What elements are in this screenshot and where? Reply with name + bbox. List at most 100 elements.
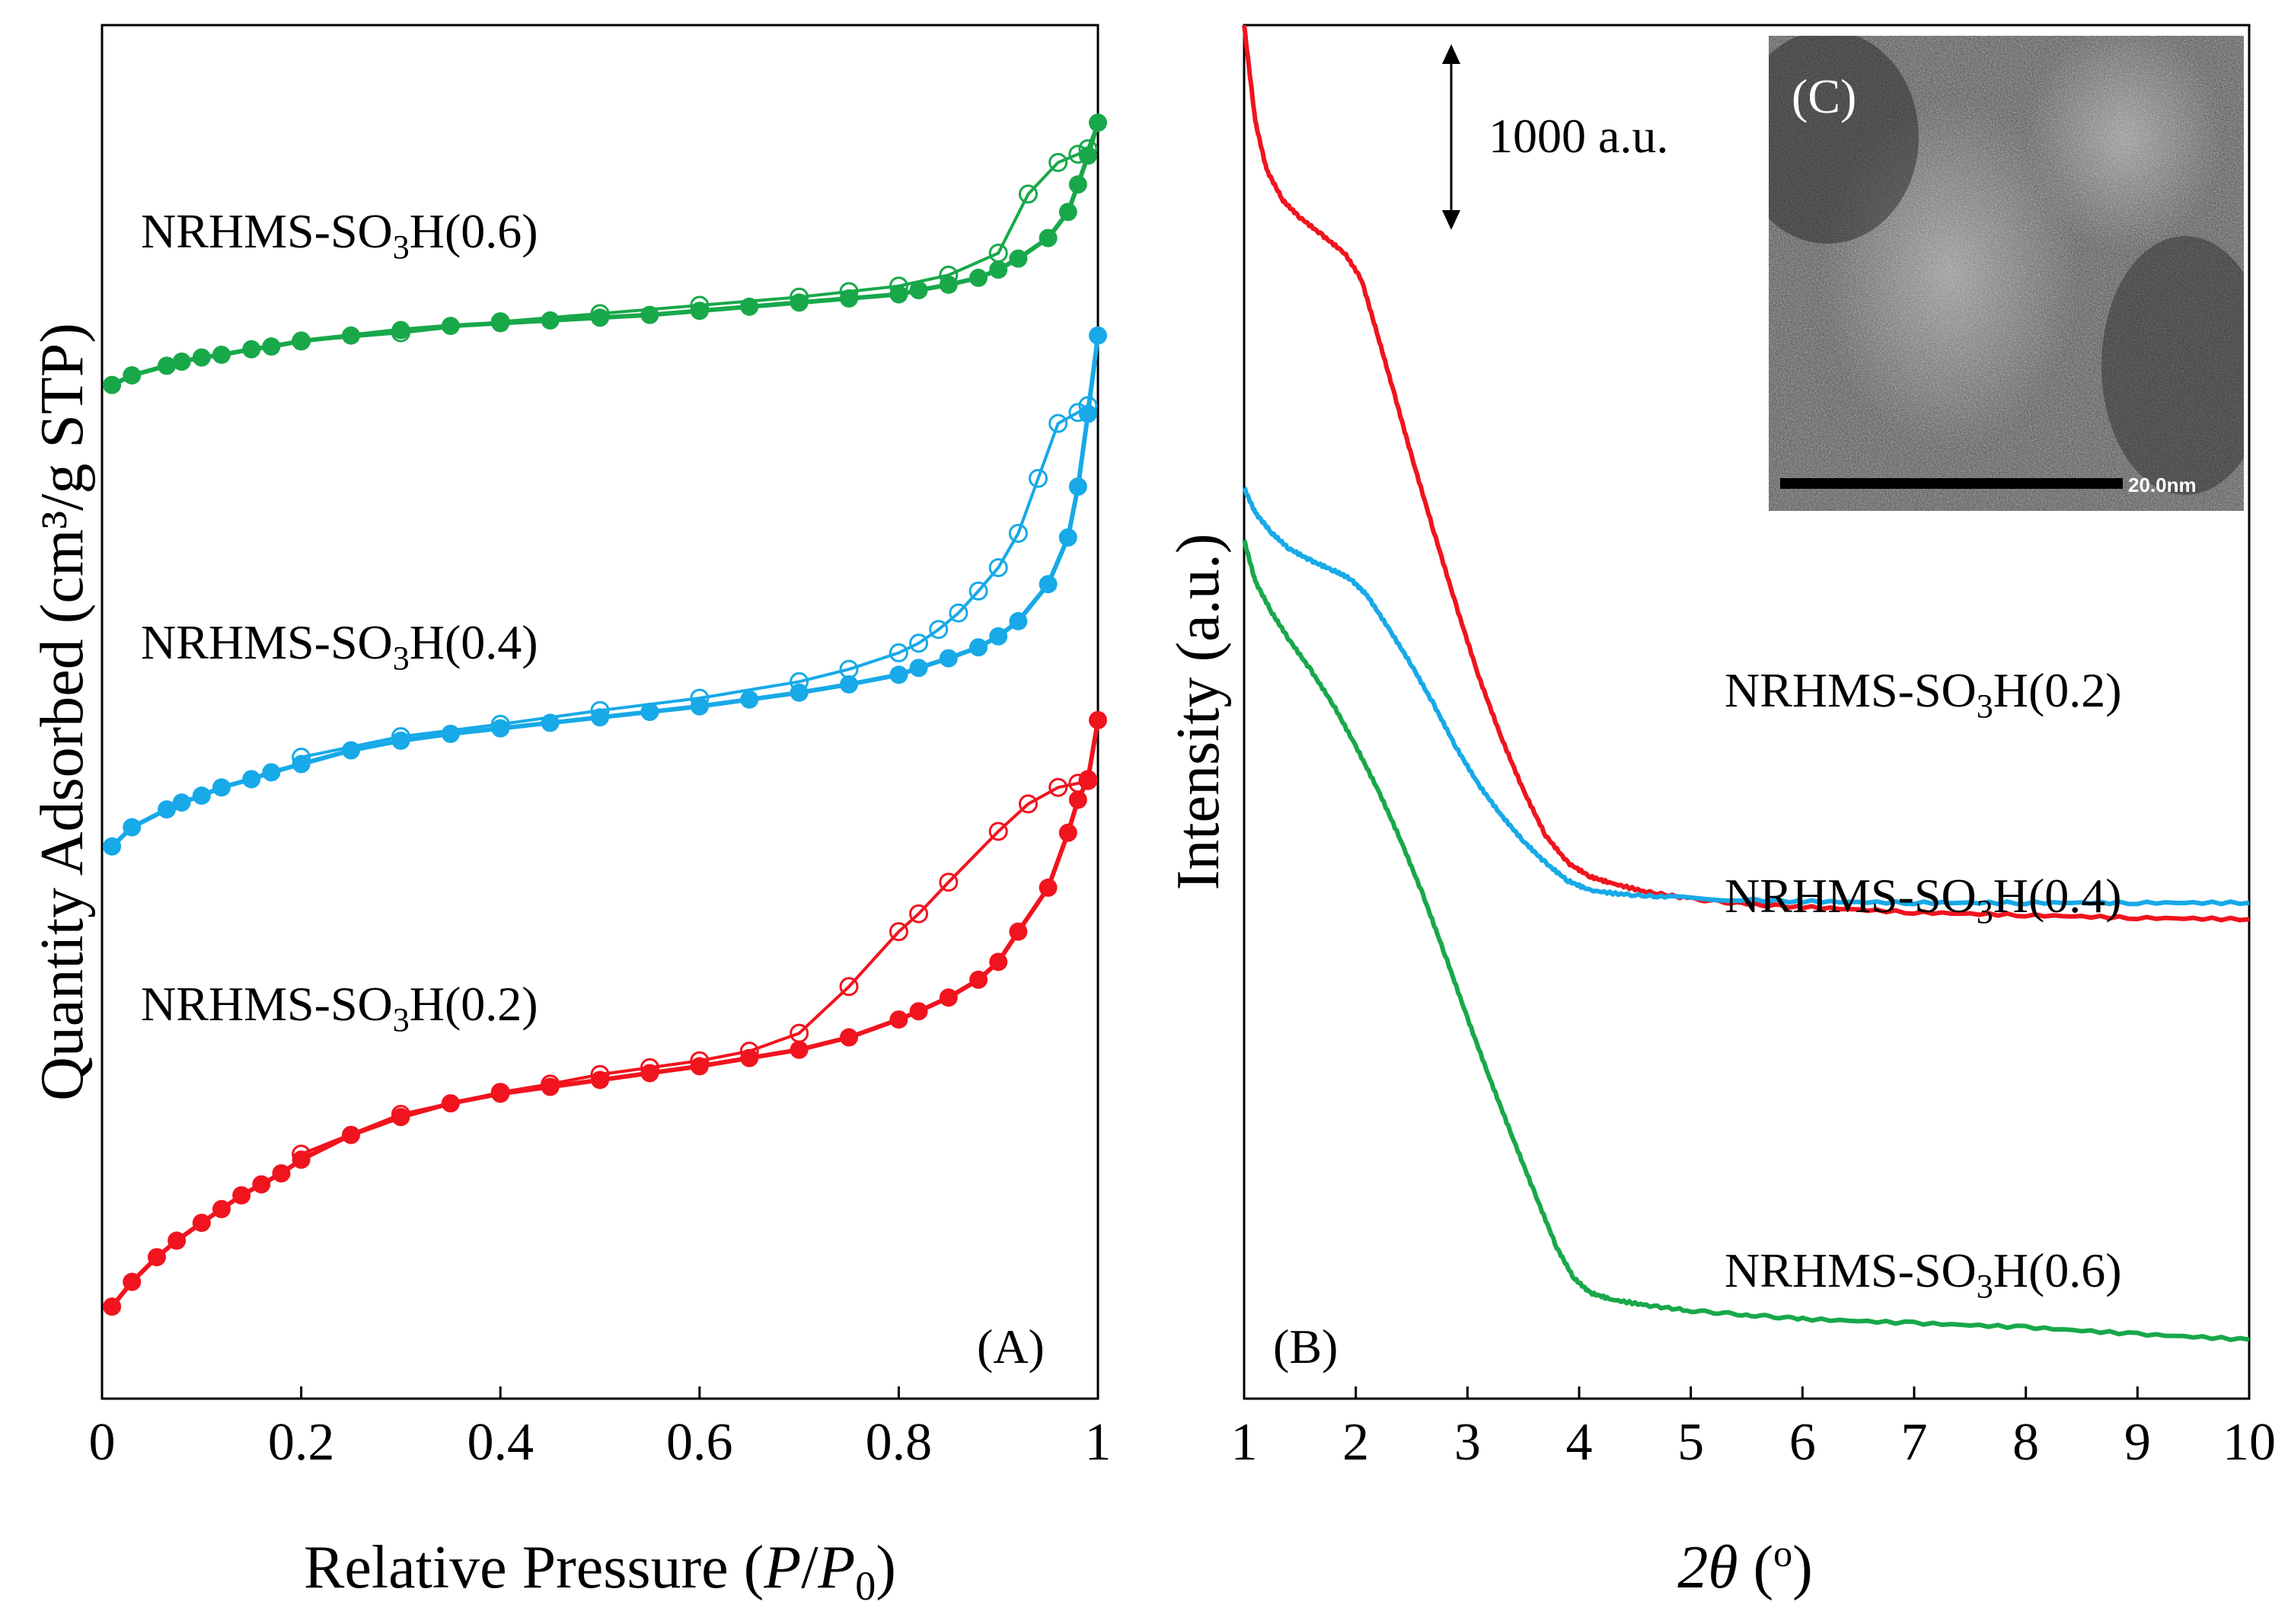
desorption-point-nrhms-so3h-0.2--7 bbox=[889, 922, 908, 942]
panel-a-y-axis-title: Quantity Adsorbed (cm³/g STP) bbox=[29, 323, 96, 1101]
adsorption-point-nrhms-so3h-0.6--27 bbox=[1058, 203, 1077, 222]
xrd-line-nrhms-so3h-0.4- bbox=[1243, 486, 2250, 907]
adsorption-point-nrhms-so3h-0.4--1 bbox=[123, 818, 142, 837]
desorption-point-nrhms-so3h-0.4--9 bbox=[909, 633, 929, 653]
adsorption-point-nrhms-so3h-0.6--14 bbox=[591, 308, 609, 327]
adsorption-point-nrhms-so3h-0.2--3 bbox=[168, 1231, 187, 1250]
adsorption-point-nrhms-so3h-0.6--21 bbox=[909, 281, 928, 300]
adsorption-point-nrhms-so3h-0.2--31 bbox=[1089, 710, 1107, 729]
adsorption-point-nrhms-so3h-0.6--2 bbox=[158, 356, 177, 375]
desorption-point-nrhms-so3h-0.2--8 bbox=[839, 977, 859, 997]
desorption-point-nrhms-so3h-0.4--3 bbox=[1029, 468, 1048, 488]
adsorption-point-nrhms-so3h-0.4--24 bbox=[989, 627, 1008, 646]
adsorption-point-nrhms-so3h-0.4--15 bbox=[640, 703, 659, 721]
x-tick-label-b-8: 9 bbox=[2124, 1413, 2151, 1472]
adsorption-point-nrhms-so3h-0.2--6 bbox=[232, 1186, 251, 1205]
adsorption-point-nrhms-so3h-0.6--0 bbox=[103, 375, 122, 394]
adsorption-point-nrhms-so3h-0.6--11 bbox=[441, 317, 460, 336]
x-tick-label-b-5: 6 bbox=[1789, 1413, 1816, 1472]
intensity-scale-bar bbox=[1442, 44, 1460, 230]
desorption-point-nrhms-so3h-0.4--4 bbox=[1008, 523, 1028, 543]
adsorption-point-nrhms-so3h-0.6--15 bbox=[640, 305, 659, 324]
xrd-line-nrhms-so3h-0.2- bbox=[1242, 24, 2250, 923]
adsorption-point-nrhms-so3h-0.2--2 bbox=[147, 1248, 166, 1267]
panel-b-x-axis: 1 2 3 4 5 6 7 8 9 10 bbox=[1231, 1386, 2276, 1472]
adsorption-point-nrhms-so3h-0.2--10 bbox=[342, 1125, 360, 1144]
desorption-point-nrhms-so3h-0.6--2 bbox=[1048, 152, 1068, 172]
adsorption-line-nrhms-so3h-0.4- bbox=[110, 335, 1100, 848]
adsorption-point-nrhms-so3h-0.2--15 bbox=[591, 1070, 609, 1090]
desorption-point-nrhms-so3h-0.2--3 bbox=[1018, 794, 1038, 814]
adsorption-point-nrhms-so3h-0.4--21 bbox=[909, 659, 928, 678]
adsorption-point-nrhms-so3h-0.2--28 bbox=[1058, 823, 1077, 842]
adsorption-point-nrhms-so3h-0.2--7 bbox=[252, 1175, 271, 1194]
adsorption-point-nrhms-so3h-0.4--0 bbox=[103, 837, 122, 856]
adsorption-point-nrhms-so3h-0.4--27 bbox=[1058, 528, 1077, 547]
adsorption-point-nrhms-so3h-0.2--25 bbox=[989, 952, 1008, 972]
adsorption-point-nrhms-so3h-0.4--26 bbox=[1039, 575, 1058, 594]
adsorption-point-nrhms-so3h-0.4--4 bbox=[192, 786, 211, 806]
adsorption-point-nrhms-so3h-0.2--26 bbox=[1009, 922, 1028, 941]
adsorption-point-nrhms-so3h-0.4--19 bbox=[840, 675, 858, 694]
desorption-point-nrhms-so3h-0.2--4 bbox=[988, 822, 1008, 841]
adsorption-point-nrhms-so3h-0.4--25 bbox=[1009, 611, 1028, 630]
adsorption-point-nrhms-so3h-0.2--16 bbox=[640, 1064, 659, 1083]
adsorption-point-nrhms-so3h-0.6--20 bbox=[889, 285, 908, 304]
adsorption-point-nrhms-so3h-0.6--16 bbox=[690, 302, 709, 321]
adsorption-point-nrhms-so3h-0.4--29 bbox=[1078, 404, 1097, 423]
adsorption-point-nrhms-so3h-0.4--28 bbox=[1068, 477, 1087, 496]
series-label-b-0.4: NRHMS-SO3H(0.4) bbox=[1725, 869, 2122, 930]
adsorption-point-nrhms-so3h-0.4--17 bbox=[740, 690, 759, 709]
adsorption-point-nrhms-so3h-0.4--30 bbox=[1089, 326, 1107, 345]
adsorption-point-nrhms-so3h-0.2--21 bbox=[889, 1010, 908, 1029]
adsorption-point-nrhms-so3h-0.4--3 bbox=[172, 793, 191, 812]
x-tick-label-b-1: 2 bbox=[1342, 1413, 1369, 1472]
adsorption-point-nrhms-so3h-0.2--24 bbox=[969, 970, 988, 989]
adsorption-point-nrhms-so3h-0.6--25 bbox=[1009, 249, 1028, 268]
adsorption-point-nrhms-so3h-0.2--11 bbox=[391, 1108, 410, 1127]
adsorption-point-nrhms-so3h-0.2--9 bbox=[292, 1150, 311, 1169]
adsorption-point-nrhms-so3h-0.2--27 bbox=[1039, 878, 1058, 897]
adsorption-point-nrhms-so3h-0.4--16 bbox=[690, 697, 709, 716]
desorption-point-nrhms-so3h-0.4--10 bbox=[889, 643, 908, 662]
adsorption-point-nrhms-so3h-0.2--18 bbox=[740, 1048, 759, 1067]
adsorption-point-nrhms-so3h-0.4--23 bbox=[969, 638, 988, 657]
panel-c-tem-image: 20.0nm (C) bbox=[1769, 36, 2244, 511]
desorption-point-nrhms-so3h-0.4--5 bbox=[988, 558, 1008, 578]
adsorption-point-nrhms-so3h-0.2--8 bbox=[272, 1164, 291, 1183]
x-tick-label-b-0: 1 bbox=[1231, 1413, 1258, 1472]
x-tick-label-a-5: 1 bbox=[1085, 1413, 1112, 1472]
adsorption-point-nrhms-so3h-0.6--28 bbox=[1068, 175, 1087, 194]
series-label-a-0.4: NRHMS-SO3H(0.4) bbox=[141, 615, 538, 677]
panel-b-xrd: 1 2 3 4 5 6 7 8 9 10 1000 a.u. NRHMS-SO3H(0.2) NR… bbox=[1165, 24, 2276, 1601]
adsorption-point-nrhms-so3h-0.4--11 bbox=[441, 724, 460, 743]
adsorption-point-nrhms-so3h-0.4--14 bbox=[591, 708, 609, 727]
adsorption-point-nrhms-so3h-0.2--0 bbox=[103, 1297, 122, 1316]
desorption-point-nrhms-so3h-0.4--8 bbox=[929, 620, 949, 640]
xrd-line-nrhms-so3h-0.6- bbox=[1242, 539, 2250, 1342]
adsorption-point-nrhms-so3h-0.2--17 bbox=[690, 1057, 709, 1076]
panel-b-tag: (B) bbox=[1273, 1319, 1338, 1374]
adsorption-point-nrhms-so3h-0.6--13 bbox=[541, 311, 560, 330]
adsorption-point-nrhms-so3h-0.6--29 bbox=[1078, 146, 1097, 165]
panel-b-frame bbox=[1243, 24, 2251, 1400]
tem-scale-label: 20.0nm bbox=[2128, 474, 2197, 496]
adsorption-point-nrhms-so3h-0.6--3 bbox=[172, 352, 191, 371]
adsorption-point-nrhms-so3h-0.6--4 bbox=[192, 348, 211, 367]
adsorption-point-nrhms-so3h-0.6--6 bbox=[242, 340, 261, 359]
x-tick-label-b-7: 8 bbox=[2012, 1413, 2039, 1472]
adsorption-point-nrhms-so3h-0.6--24 bbox=[989, 260, 1008, 279]
adsorption-point-nrhms-so3h-0.4--13 bbox=[541, 713, 560, 732]
desorption-point-nrhms-so3h-0.2--6 bbox=[909, 904, 929, 924]
panel-b-plot-area bbox=[1242, 24, 2250, 1342]
adsorption-point-nrhms-so3h-0.6--19 bbox=[840, 289, 858, 308]
adsorption-point-nrhms-so3h-0.6--7 bbox=[262, 337, 281, 356]
adsorption-point-nrhms-so3h-0.4--10 bbox=[391, 731, 410, 750]
desorption-point-nrhms-so3h-0.6--3 bbox=[1018, 184, 1038, 204]
adsorption-point-nrhms-so3h-0.2--12 bbox=[441, 1094, 460, 1113]
desorption-point-nrhms-so3h-0.4--7 bbox=[949, 603, 968, 623]
adsorption-point-nrhms-so3h-0.4--12 bbox=[491, 719, 510, 738]
adsorption-point-nrhms-so3h-0.2--19 bbox=[790, 1040, 809, 1059]
desorption-line-nrhms-so3h-0.4- bbox=[301, 335, 1099, 759]
